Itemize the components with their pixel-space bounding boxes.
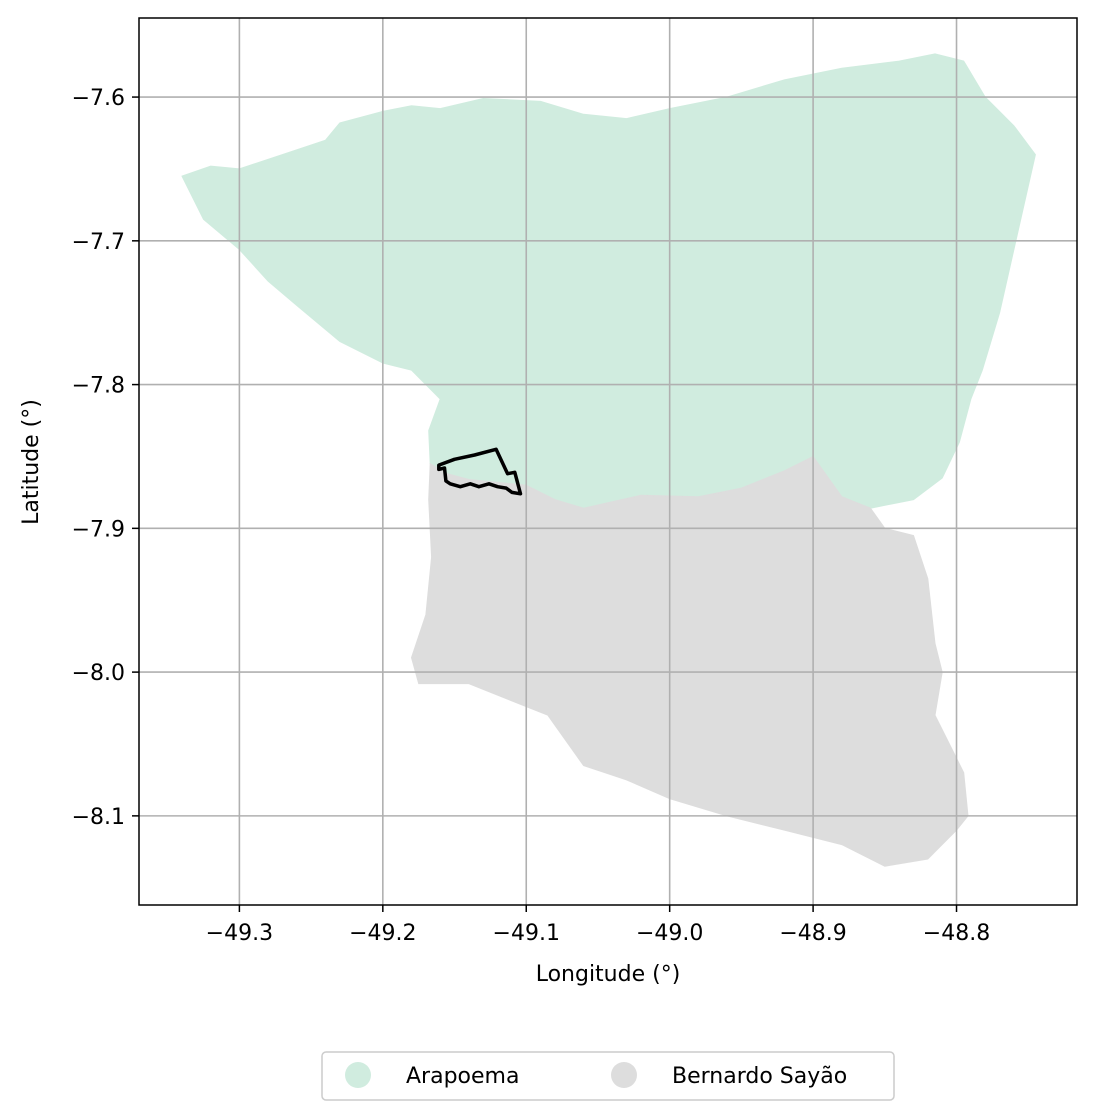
region-arapoema	[181, 53, 1036, 509]
x-tick-label: −49.1	[493, 921, 560, 946]
legend-marker-bernardo-sayao	[611, 1062, 637, 1088]
legend-marker-arapoema	[345, 1062, 371, 1088]
legend: Arapoema Bernardo Sayão	[321, 1051, 895, 1101]
y-tick-label: −7.6	[72, 86, 125, 111]
x-tick-label: −49.3	[206, 921, 273, 946]
outline-layer	[437, 447, 523, 496]
plot-frame	[138, 17, 1078, 906]
y-axis-ticks: −7.6 −7.7 −7.8 −7.9 −8.0 −8.1	[72, 86, 139, 830]
y-tick-label: −8.0	[72, 661, 125, 686]
y-axis-label: Latitude (°)	[19, 399, 44, 525]
x-axis-ticks: −49.3 −49.2 −49.1 −49.0 −48.9 −48.8	[206, 905, 990, 946]
region-bernardo-sayao	[410, 455, 969, 867]
x-tick-label: −49.0	[636, 921, 703, 946]
highlighted-boundary	[437, 447, 523, 496]
x-tick-label: −48.9	[779, 921, 846, 946]
x-axis-label: Longitude (°)	[536, 962, 681, 987]
legend-label-arapoema: Arapoema	[406, 1064, 519, 1089]
y-tick-label: −7.7	[72, 230, 125, 255]
regions-layer	[181, 53, 1036, 867]
legend-frame	[321, 1051, 895, 1101]
legend-label-bernardo-sayao: Bernardo Sayão	[672, 1064, 847, 1089]
grid-layer	[139, 18, 1077, 905]
x-tick-label: −48.8	[923, 921, 990, 946]
x-tick-label: −49.2	[349, 921, 416, 946]
y-tick-label: −7.8	[72, 374, 125, 399]
y-tick-label: −7.9	[72, 517, 125, 542]
y-tick-label: −8.1	[72, 805, 125, 830]
